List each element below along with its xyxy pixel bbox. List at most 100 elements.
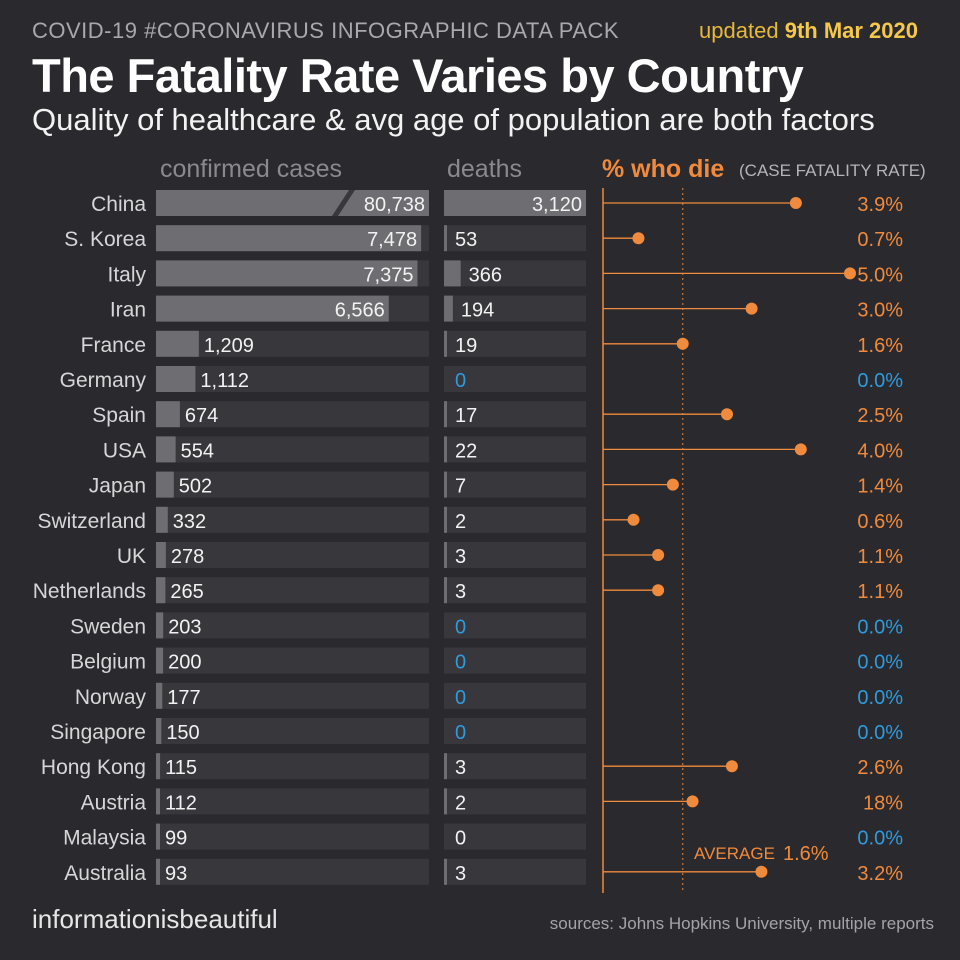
updated-prefix: updated — [699, 18, 779, 43]
fatality-column-header: % who die — [602, 155, 725, 183]
deaths-track — [444, 788, 586, 815]
fatality-value-label: 4.0% — [857, 440, 903, 462]
country-label: China — [91, 193, 146, 216]
fatality-dot — [652, 549, 665, 561]
cases-track — [156, 682, 429, 709]
average-label: AVERAGE — [694, 844, 775, 863]
deaths-bar — [444, 225, 447, 252]
deaths-value-label: 3 — [455, 546, 466, 568]
deaths-value-label: 2 — [455, 511, 466, 533]
deaths-track — [444, 401, 586, 428]
deaths-value-label: 2 — [455, 792, 466, 814]
cases-bar — [156, 295, 389, 322]
cases-bar — [156, 542, 166, 568]
deaths-value-label: 0 — [455, 616, 466, 638]
country-label: Singapore — [50, 721, 146, 744]
fatality-dot — [676, 337, 689, 350]
cases-bar — [156, 577, 166, 604]
deaths-column-header: deaths — [447, 155, 523, 183]
deaths-bar — [444, 330, 447, 357]
cases-value-label: 7,375 — [363, 264, 413, 286]
fatality-dot — [745, 302, 758, 315]
fatality-dot — [686, 795, 699, 808]
fatality-value-label: 3.2% — [857, 863, 903, 885]
deaths-value-label: 0 — [455, 687, 466, 709]
fatality-dot — [632, 232, 645, 245]
cases-bar — [156, 506, 168, 533]
deaths-track — [444, 471, 586, 498]
fatality-dot — [844, 267, 856, 280]
fatality-dot — [789, 197, 802, 209]
fatality-value-label: 0.0% — [857, 370, 903, 392]
cases-value-label: 554 — [181, 440, 214, 462]
fatality-value-label: 3.0% — [857, 300, 903, 322]
deaths-bar — [444, 858, 447, 885]
deaths-bar — [444, 295, 453, 322]
deaths-track — [444, 647, 586, 674]
deaths-track — [444, 295, 586, 322]
deaths-value-label: 53 — [455, 229, 477, 251]
country-label: S. Korea — [64, 228, 146, 251]
deaths-value-label: 0 — [455, 652, 466, 674]
deaths-value-label: 3 — [455, 581, 466, 603]
cases-value-label: 265 — [170, 581, 203, 603]
cases-track — [156, 330, 429, 357]
cases-value-label: 6,566 — [335, 300, 385, 322]
cases-value-label: 80,738 — [364, 194, 425, 216]
deaths-bar — [444, 577, 447, 604]
cases-bar — [156, 366, 196, 392]
cases-track — [156, 471, 429, 498]
cases-bar — [156, 190, 349, 216]
country-label: Belgium — [70, 651, 146, 674]
country-label: Iran — [110, 299, 146, 322]
deaths-track — [444, 612, 586, 639]
deaths-track — [444, 260, 586, 287]
fatality-value-label: 0.0% — [857, 828, 903, 850]
cases-value-label: 1,209 — [204, 335, 254, 357]
cases-bar — [156, 612, 164, 639]
country-label: Germany — [60, 369, 147, 392]
fatality-value-label: 0.7% — [857, 229, 903, 251]
deaths-track — [444, 225, 586, 252]
deaths-track — [444, 366, 586, 392]
cases-value-label: 177 — [167, 687, 200, 709]
cases-track — [156, 612, 429, 639]
deaths-value-label: 366 — [469, 264, 502, 286]
cases-track — [156, 647, 429, 674]
deaths-value-label: 3,120 — [532, 194, 582, 216]
cases-track — [156, 401, 429, 428]
country-label: Switzerland — [37, 510, 146, 533]
cases-value-label: 203 — [168, 616, 201, 638]
country-label: Japan — [89, 475, 146, 498]
cases-track — [156, 823, 429, 850]
deaths-value-label: 19 — [455, 335, 477, 357]
cases-bar — [156, 823, 160, 850]
deaths-bar — [444, 401, 447, 428]
deaths-track — [444, 577, 586, 604]
cases-column-header: confirmed cases — [160, 155, 343, 183]
cases-track — [156, 436, 429, 463]
fatality-value-label: 2.6% — [857, 757, 903, 779]
fatality-value-label: 18% — [863, 792, 903, 814]
fatality-dot — [725, 760, 738, 773]
cases-bar — [156, 753, 161, 780]
cases-bar — [156, 682, 163, 709]
cases-bar — [156, 858, 160, 885]
cases-bar — [156, 788, 160, 815]
fatality-value-label: 2.5% — [857, 405, 903, 427]
cases-bar — [156, 330, 199, 357]
deaths-value-label: 0 — [455, 370, 466, 392]
cases-bar — [156, 647, 164, 674]
fatality-value-label: 5.0% — [857, 264, 903, 286]
deaths-bar — [444, 506, 447, 533]
deaths-value-label: 0 — [455, 828, 466, 850]
page-subtitle: Quality of healthcare & avg age of popul… — [32, 102, 875, 137]
cases-value-label: 93 — [165, 863, 187, 885]
country-label: Australia — [64, 862, 146, 885]
cases-track — [156, 577, 429, 604]
cases-value-label: 278 — [171, 546, 204, 568]
deaths-value-label: 3 — [455, 757, 466, 779]
cases-bar — [156, 718, 162, 744]
cases-value-label: 99 — [165, 828, 187, 850]
country-label: USA — [103, 439, 146, 462]
